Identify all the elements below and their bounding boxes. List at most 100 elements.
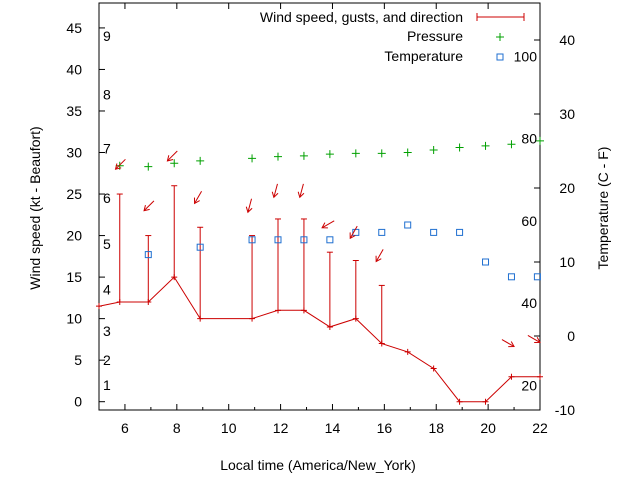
temperature-series-layer	[144, 221, 541, 281]
wind-speed-point-0	[96, 303, 102, 310]
direction-arrow-7	[321, 220, 335, 229]
temperature-point-8	[404, 221, 412, 229]
pressure-point-4	[248, 154, 257, 163]
wind-speed-point-12	[430, 365, 437, 372]
direction-arrow-head-5	[271, 191, 279, 199]
fahrenheit-label-2: 60	[521, 213, 537, 229]
direction-arrows-layer	[114, 150, 541, 348]
x-tick-label-1: 8	[173, 420, 181, 436]
y2-axis-label: Temperature (C - F)	[595, 147, 611, 270]
direction-arrow-2	[166, 150, 178, 162]
beaufort-label-2: 3	[103, 323, 111, 339]
y-tick-label-0: 0	[74, 394, 82, 410]
pressure-point-2	[170, 159, 179, 168]
legend-wind-swatch	[476, 13, 525, 21]
direction-arrow-head-8	[349, 232, 356, 240]
y-tick-label-1: 5	[74, 352, 82, 368]
temperature-point-12	[507, 273, 515, 281]
pressure-point-7	[325, 150, 334, 159]
wind-speed-point-14	[482, 398, 489, 405]
legend-pressure-swatch	[496, 33, 504, 41]
temperature-point-11	[482, 258, 490, 266]
y2-tick-label-5: 40	[559, 32, 575, 48]
y-tick-label-7: 35	[66, 103, 82, 119]
legend-temperature-swatch	[496, 53, 504, 61]
direction-arrow-shaft-5	[273, 183, 278, 197]
direction-arrow-head-1	[143, 204, 150, 212]
temperature-point-0	[144, 251, 152, 259]
temperature-point-1	[196, 243, 204, 251]
direction-arrow-head-3	[193, 197, 200, 205]
y2-tick-label-2: 10	[559, 254, 575, 270]
temperature-point-4	[300, 236, 308, 244]
x-tick-label-4: 14	[325, 420, 341, 436]
y2-tick-label-4: 30	[559, 106, 575, 122]
direction-arrow-shaft-2	[167, 150, 178, 161]
y-tick-label-3: 15	[66, 269, 82, 285]
beaufort-label-1: 2	[103, 352, 111, 368]
pressure-point-6	[299, 151, 308, 160]
legend-temperature-label: Temperature	[384, 48, 463, 64]
direction-arrow-head-4	[245, 206, 253, 214]
pressure-point-5	[273, 152, 282, 161]
direction-arrow-shaft-8	[350, 225, 358, 238]
direction-arrow-10	[501, 339, 515, 348]
wind-series-layer	[96, 185, 543, 405]
pressure-point-11	[429, 146, 438, 155]
direction-arrow-head-11	[534, 337, 541, 343]
x-tick-label-3: 12	[273, 420, 289, 436]
pressure-point-14	[507, 140, 516, 149]
wind-speed-point-16	[537, 373, 543, 380]
direction-arrow-head-0	[114, 163, 122, 170]
direction-arrow-shaft-9	[376, 249, 384, 261]
direction-arrow-shaft-10	[501, 339, 514, 347]
direction-arrow-shaft-3	[194, 191, 203, 203]
direction-arrow-shaft-7	[322, 220, 335, 228]
direction-arrow-11	[527, 334, 541, 343]
beaufort-label-3: 4	[103, 282, 111, 298]
pressure-point-12	[455, 143, 464, 152]
pressure-point-1	[144, 162, 153, 171]
fahrenheit-label-3: 80	[521, 131, 537, 147]
y-tick-label-9: 45	[66, 20, 82, 36]
beaufort-label-7: 8	[103, 86, 111, 102]
direction-arrow-shaft-6	[299, 183, 304, 197]
y2-tick-label-1: 0	[567, 328, 575, 344]
pressure-point-8	[351, 149, 360, 158]
y-tick-label-4: 20	[66, 228, 82, 244]
direction-arrow-0	[114, 158, 126, 170]
y2-tick-label-3: 20	[559, 180, 575, 196]
direction-arrow-5	[271, 183, 279, 199]
direction-arrow-head-7	[321, 222, 328, 229]
fahrenheit-label-0: 20	[521, 377, 537, 393]
y-tick-label-2: 10	[66, 311, 82, 327]
temperature-point-2	[248, 236, 256, 244]
fahrenheit-label-1: 40	[521, 295, 537, 311]
direction-arrow-shaft-11	[527, 334, 540, 343]
temperature-point-10	[456, 228, 464, 236]
direction-arrow-3	[193, 191, 203, 205]
direction-arrow-4	[245, 198, 253, 214]
y-tick-label-6: 30	[66, 145, 82, 161]
temperature-point-7	[378, 228, 386, 236]
pressure-point-13	[481, 141, 490, 150]
temperature-point-13	[533, 273, 541, 281]
legend-wind-label: Wind speed, gusts, and direction	[260, 9, 463, 25]
beaufort-label-8: 9	[103, 28, 111, 44]
y2-tick-label-0: -10	[555, 402, 575, 418]
y-axis-label: Wind speed (kt - Beaufort)	[27, 126, 43, 289]
pressure-point-10	[403, 148, 412, 157]
direction-arrow-8	[349, 225, 358, 240]
x-tick-label-0: 6	[121, 420, 129, 436]
x-tick-label-6: 18	[428, 420, 444, 436]
x-tick-label-5: 16	[377, 420, 393, 436]
x-tick-label-8: 22	[532, 420, 548, 436]
direction-arrow-shaft-0	[115, 158, 126, 169]
beaufort-label-6: 7	[103, 140, 111, 156]
temperature-point-5	[326, 236, 334, 244]
direction-arrow-1	[143, 200, 155, 212]
plot-area-frame	[98, 2, 541, 411]
tick-labels-layer: 6 8 10 12 14 16 18 20 22051015202530354045-10010…	[66, 20, 575, 436]
direction-arrow-shaft-4	[247, 198, 253, 212]
